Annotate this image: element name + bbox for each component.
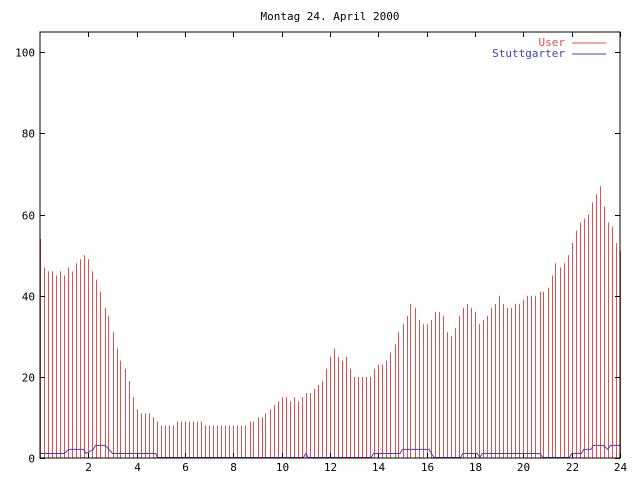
x-tick-label-14: 14: [372, 461, 386, 474]
y-tick-label-60: 60: [22, 210, 35, 223]
user-bars: [40, 186, 621, 458]
x-tick-label-4: 4: [134, 461, 141, 474]
x-tick-label-10: 10: [276, 461, 289, 474]
stuttgarter-line: [40, 444, 620, 459]
y-tick-label-40: 40: [22, 291, 35, 304]
chart-title: Montag 24. April 2000: [260, 10, 399, 23]
x-axis-ticks: 2 4 6 8 10 12 14 16 18 20 22 24: [85, 32, 627, 474]
x-tick-label-18: 18: [469, 461, 482, 474]
x-tick-label-22: 22: [566, 461, 579, 474]
legend: User Stuttgarter: [492, 36, 606, 60]
x-tick-label-16: 16: [421, 461, 434, 474]
x-tick-label-20: 20: [517, 461, 530, 474]
y-tick-label-80: 80: [22, 128, 35, 141]
x-tick-label-6: 6: [182, 461, 189, 474]
y-axis-ticks: 0 20 40 60 80 100: [15, 47, 620, 466]
x-tick-label-8: 8: [230, 461, 237, 474]
y-tick-label-0: 0: [28, 453, 35, 466]
y-tick-label-100: 100: [15, 47, 35, 60]
legend-stuttgarter-label: Stuttgarter: [492, 47, 565, 60]
x-tick-label-2: 2: [85, 461, 92, 474]
plot-frame: [39, 31, 621, 459]
x-tick-label-12: 12: [324, 461, 337, 474]
legend-user-label: User: [539, 36, 566, 49]
y-tick-label-20: 20: [22, 372, 35, 385]
x-tick-label-24: 24: [614, 461, 628, 474]
